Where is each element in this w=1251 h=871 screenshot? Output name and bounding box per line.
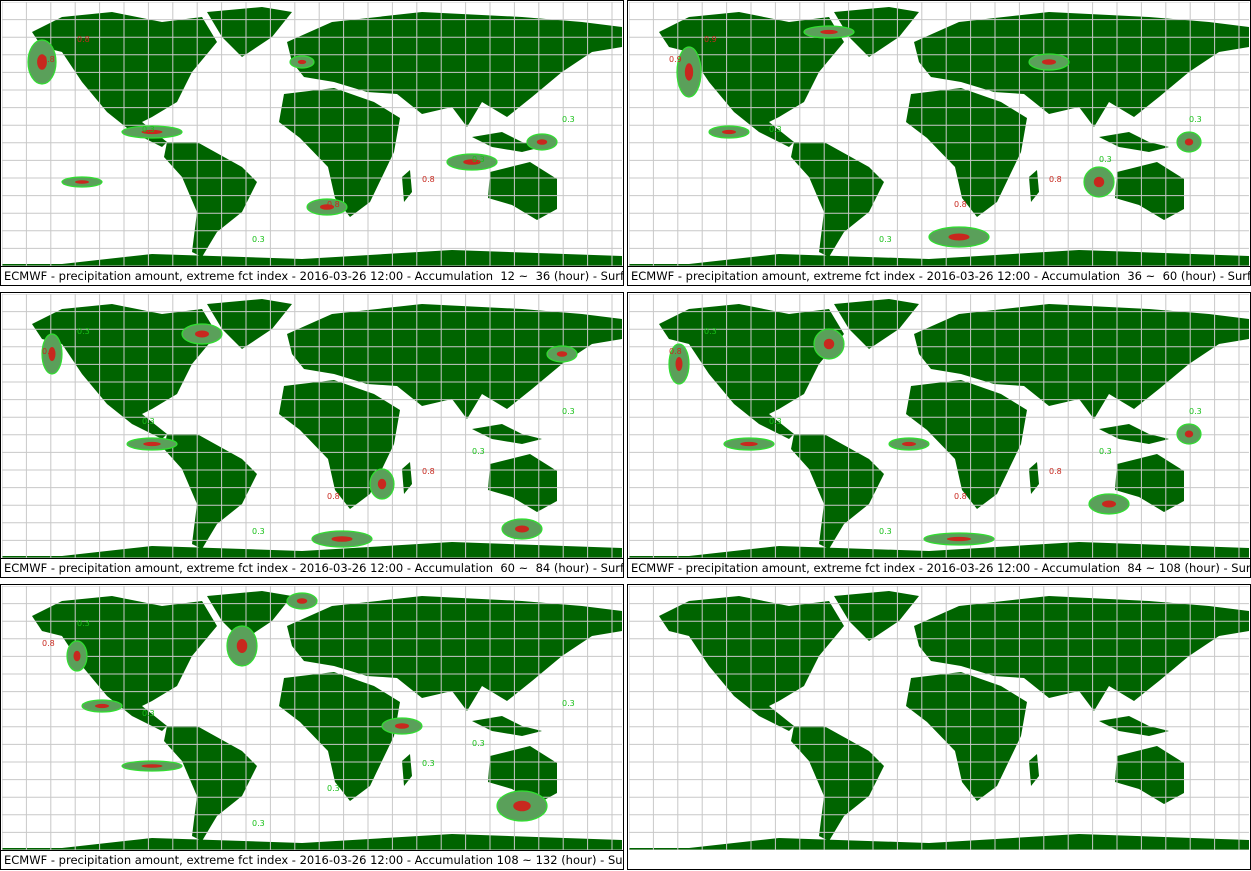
contour-label: 0.8 — [669, 347, 682, 356]
precip-core — [1184, 138, 1194, 146]
precip-core — [297, 59, 307, 65]
precip-core — [143, 441, 161, 447]
contour-label: 0.3 — [1189, 115, 1202, 124]
contour-label: 0.8 — [42, 639, 55, 648]
contour-label: 0.3 — [252, 527, 265, 536]
precip-core — [73, 650, 81, 662]
map: 0.8 0.3 0.8 0.3 0.3 0.3 0.8 0.3 — [2, 294, 622, 558]
precip-core — [1184, 430, 1194, 438]
precip-core — [675, 357, 683, 371]
caption: ECMWF - precipitation amount, extreme fc… — [1, 558, 623, 577]
precip-core — [37, 54, 47, 70]
precip-core — [141, 764, 163, 768]
precip-core — [95, 703, 109, 709]
precip-core — [1093, 176, 1105, 188]
map-panel: 0.8 0.3 0.8 0.3 0.8 0.3 0.8 0.3 ECMWF - precipit… — [0, 0, 624, 286]
precip-core — [823, 338, 835, 350]
contour-label: 0.3 — [562, 115, 575, 124]
contour-label: 0.3 — [77, 619, 90, 628]
precip-core — [820, 29, 838, 35]
precip-core — [463, 159, 481, 165]
contour-label: 0.3 — [1099, 447, 1112, 456]
contour-label: 0.8 — [327, 492, 340, 501]
precip-core — [320, 204, 334, 210]
contour-label: 0.3 — [472, 739, 485, 748]
contour-label: 0.3 — [562, 407, 575, 416]
precip-core — [48, 347, 56, 361]
map-panel: 0.8 0.3 0.8 0.3 0.3 0.3 0.8 0.3 ECMWF - precipit… — [0, 292, 624, 578]
contour-label: 0.8 — [1049, 175, 1062, 184]
map-panel: 0.9 0.3 0.8 0.3 0.9 0.3 0.8 0.3 ECMWF - precipit… — [627, 0, 1251, 286]
caption: ECMWF - precipitation amount, extreme fc… — [1, 266, 623, 285]
precip-core — [377, 478, 387, 490]
contour-label: 0.9 — [704, 35, 717, 44]
contour-label: 0.3 — [422, 759, 435, 768]
contour-label: 0.8 — [954, 492, 967, 501]
caption: ECMWF - precipitation amount, extreme fc… — [1, 850, 623, 869]
contour-label: 0.8 — [954, 200, 967, 209]
contour-label: 0.8 — [422, 467, 435, 476]
precip-core — [722, 129, 736, 135]
contour-label: 0.3 — [142, 417, 155, 426]
precip-core — [513, 800, 531, 812]
contour-label: 0.3 — [472, 447, 485, 456]
contour-label: 0.3 — [142, 709, 155, 718]
contour-label: 0.3 — [769, 125, 782, 134]
contour-label: 0.8 — [42, 347, 55, 356]
precip-core — [1102, 500, 1116, 508]
contour-label: 0.3 — [142, 125, 155, 134]
precip-core — [75, 180, 89, 184]
contour-label: 0.3 — [472, 155, 485, 164]
contour-label: 0.3 — [562, 699, 575, 708]
caption: ECMWF - precipitation amount, extreme fc… — [628, 266, 1250, 285]
precip-core — [141, 129, 163, 135]
map-panel: 0.8 0.3 0.3 0.3 0.3 0.3 0.3 0.3 ECMWF - precipit… — [0, 584, 624, 870]
precip-core — [395, 723, 409, 729]
precip-core — [948, 233, 970, 241]
contour-label: 0.3 — [769, 417, 782, 426]
contour-label: 0.8 — [1049, 467, 1062, 476]
contour-label: 0.8 — [42, 55, 55, 64]
contour-label: 0.3 — [77, 327, 90, 336]
contour-label: 0.3 — [327, 784, 340, 793]
contour-label: 0.3 — [1099, 155, 1112, 164]
contour-label: 0.8 — [422, 175, 435, 184]
contour-label: 0.3 — [879, 527, 892, 536]
contour-label: 0.8 — [77, 35, 90, 44]
map — [629, 586, 1249, 850]
precip-core — [515, 525, 529, 533]
contour-label: 0.3 — [704, 327, 717, 336]
contour-label: 0.8 — [327, 200, 340, 209]
precip-core — [195, 330, 209, 338]
precip-core — [740, 441, 758, 447]
precip-core — [536, 139, 548, 145]
precip-core — [556, 351, 568, 357]
precip-core — [1042, 59, 1056, 65]
precip-core — [331, 536, 353, 542]
precip-core — [902, 441, 916, 447]
contour-label: 0.3 — [879, 235, 892, 244]
contour-label: 0.9 — [669, 55, 682, 64]
precip-core — [684, 63, 694, 81]
precip-core — [296, 598, 308, 604]
contour-label: 0.3 — [1189, 407, 1202, 416]
contour-label: 0.3 — [252, 235, 265, 244]
map: 0.9 0.3 0.8 0.3 0.9 0.3 0.8 0.3 — [629, 2, 1249, 266]
contour-label: 0.3 — [252, 819, 265, 828]
precip-core — [946, 536, 972, 542]
precip-core — [236, 639, 248, 653]
map: 0.8 0.3 0.8 0.3 0.8 0.3 0.8 0.3 — [2, 2, 622, 266]
map-panel: 0.8 0.3 0.8 0.3 0.3 0.3 0.8 0.3 ECMWF - precipit… — [627, 292, 1251, 578]
map: 0.8 0.3 0.3 0.3 0.3 0.3 0.3 0.3 — [2, 586, 622, 850]
caption: ECMWF - precipitation amount, extreme fc… — [628, 558, 1250, 577]
map: 0.8 0.3 0.8 0.3 0.3 0.3 0.8 0.3 — [629, 294, 1249, 558]
map-panel — [627, 584, 1251, 870]
